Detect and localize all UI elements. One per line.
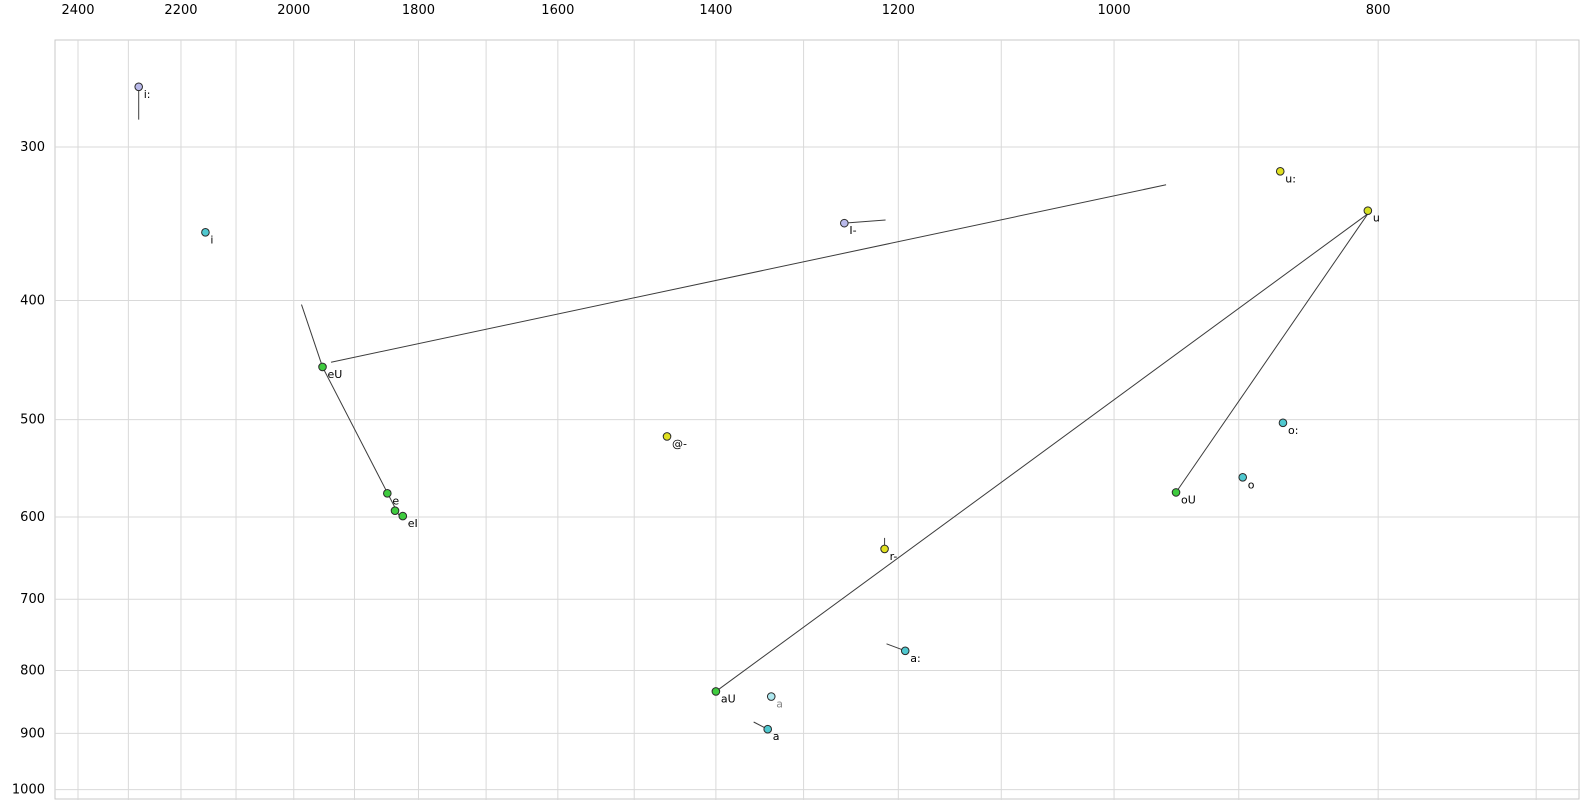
vowel-label-r-: r- (890, 550, 898, 563)
trajectory-line-diagonal-to-eU (330, 184, 1167, 363)
vowel-point-I-[interactable] (840, 218, 849, 228)
x-tick-label: 2400 (61, 3, 94, 18)
y-tick-label: 600 (20, 510, 45, 525)
vowel-point-i[interactable] (201, 228, 210, 237)
y-tick-label: 800 (20, 664, 45, 679)
vowel-label-u: u (1373, 212, 1380, 225)
vowel-point-u:[interactable] (1275, 167, 1285, 176)
trajectory-line-I-bar-tail (844, 219, 886, 224)
x-tick-label: 1400 (699, 3, 732, 18)
y-tick-label: 700 (20, 592, 45, 607)
x-tick-label: 2200 (164, 3, 197, 18)
vowel-label-oU: oU (1181, 493, 1196, 506)
trajectory-line-u-to-aU (715, 213, 1369, 692)
y-tick-label: 400 (20, 294, 45, 309)
x-tick-label: 1200 (882, 3, 915, 18)
x-tick-label: 1800 (402, 3, 435, 18)
vowel-label-@-: @- (672, 437, 687, 450)
vowel-point-o:[interactable] (1278, 418, 1288, 428)
vowel-label-u:: u: (1285, 172, 1296, 185)
trajectory-line-eU-upper-tail (301, 304, 323, 368)
x-tick-label: 2000 (277, 3, 310, 18)
vowel-label-i:: i: (144, 88, 151, 101)
vowel-point-eU[interactable] (318, 362, 327, 372)
y-tick-label: 900 (20, 726, 45, 741)
vowel-label-I-: I- (849, 224, 856, 237)
vowel-point-i:[interactable] (134, 82, 144, 92)
vowel-label-eI: eI (408, 517, 418, 530)
y-tick-label: 1000 (12, 783, 45, 798)
vowel-point-unlabeled[interactable] (390, 506, 400, 516)
vowel-label-aU: aU (721, 692, 736, 705)
vowel-point-u[interactable] (1363, 206, 1373, 215)
x-tick-label: 800 (1366, 3, 1391, 18)
vowel-label-o: o (1248, 478, 1255, 491)
vowel-point-eI[interactable] (398, 511, 408, 521)
vowel-point-oU[interactable] (1171, 488, 1181, 497)
vowel-label-a: a (776, 698, 783, 711)
y-tick-label: 300 (20, 140, 45, 155)
vowel-point-o[interactable] (1238, 472, 1248, 482)
trajectory-line-u-to-oU (1176, 213, 1369, 491)
vowel-point-a:[interactable] (900, 646, 910, 656)
vowel-point-@-[interactable] (662, 432, 672, 441)
x-tick-label: 1600 (541, 3, 574, 18)
vowel-point-e[interactable] (383, 489, 392, 498)
vowel-label-eU: eU (328, 368, 343, 381)
vowel-point-r-[interactable] (880, 544, 889, 554)
vowel-label-i: i (210, 233, 213, 246)
x-tick-label: 1000 (1098, 3, 1131, 18)
vowel-point-a[interactable] (763, 724, 773, 734)
vowel-label-o:: o: (1288, 424, 1298, 437)
y-tick-label: 500 (20, 413, 45, 428)
vowel-label-e: e (392, 494, 399, 507)
vowel-point-a[interactable] (766, 692, 776, 701)
vowel-point-aU[interactable] (711, 687, 721, 696)
vowel-label-a:: a: (910, 652, 920, 665)
vowel-label-a: a (773, 730, 780, 743)
